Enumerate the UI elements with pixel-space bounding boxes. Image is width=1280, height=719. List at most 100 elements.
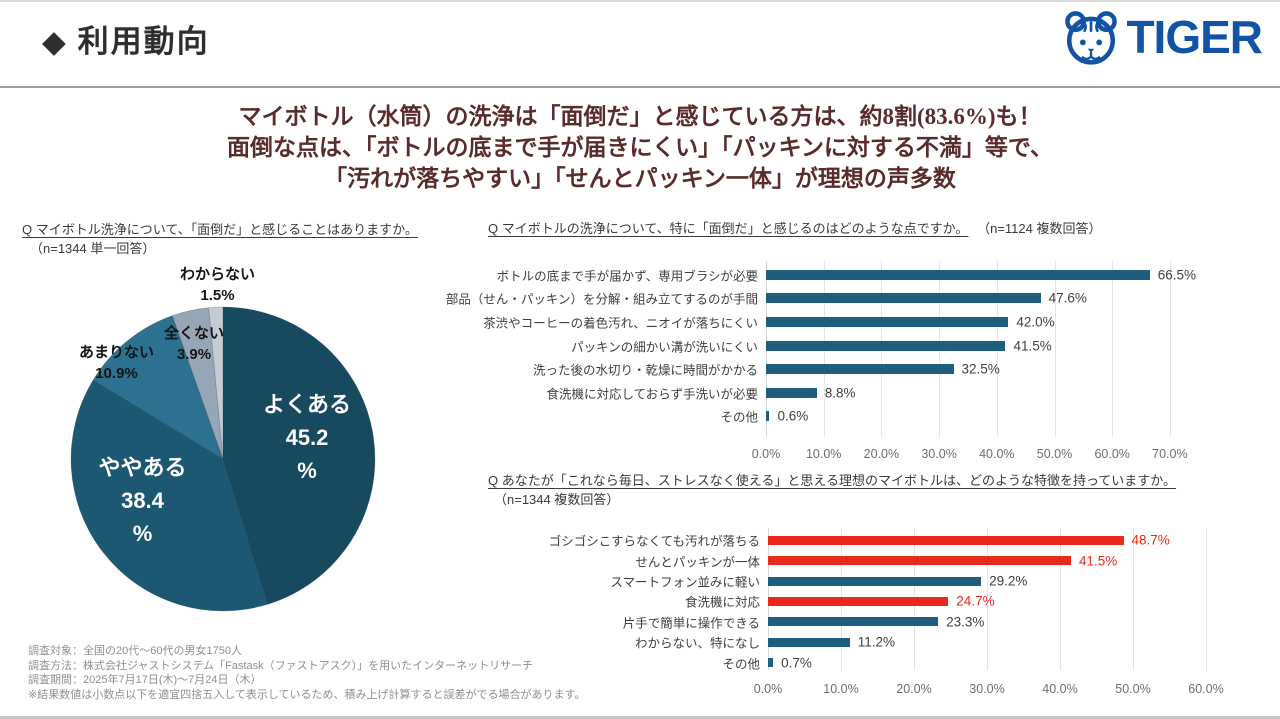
footnote-line: ※結果数値は小数点以下を適宜四捨五入して表示しているため、積み上げ計算すると誤差… [28,688,586,701]
tiger-logo: TIGER [1062,8,1263,66]
bar [768,556,1071,566]
bar-label: 洗った後の水切り・乾燥に時間がかかる [532,363,758,378]
gridline [1206,528,1207,670]
axis-tick-label: 0.0% [751,447,781,461]
axis-tick-label: 60.0% [1094,447,1130,461]
bar-label: その他 [722,657,760,672]
pie-question-text: Q マイボトル洗浄について、「面倒だ」と感じることはありますか。 [22,222,418,237]
bar-label: 食洗機に対応しておらず手洗いが必要 [546,387,758,402]
bar [768,535,1124,545]
bar [768,658,774,668]
tiger-logo-text: TIGER [1126,11,1263,63]
pie-label-value: 38.4 % [121,488,164,546]
pie-label-value: 3.9% [176,346,212,363]
pie-label-text: 全くない [163,325,224,342]
gridline [1169,261,1171,437]
bar-value: 23.3% [946,614,985,630]
header-divider [0,86,1280,88]
axis-tick-label: 0.0% [753,682,783,696]
pie-slice [222,306,376,605]
footnote-line: 調査方法：株式会社ジャストシステム「Fastask（ファストアスク）」を用いたイ… [28,659,534,672]
bar-label: スマートフォン並みに軽い [610,575,760,590]
bar-value: 66.5% [1157,267,1196,283]
bar-value: 41.5% [1013,338,1052,354]
pie-sample-text: （n=1344 単一回答） [30,241,156,256]
axis-tick-label: 40.0% [979,447,1015,461]
pie-label-value: 45.2 % [285,425,329,483]
bar-chart-2-title: Q あなたが「これなら毎日、ストレスなく使える」と思える理想のマイボトルは、どの… [488,470,1176,489]
bar [766,269,1150,280]
footnote-line: 調査期間：2025年7月17日(木)～7月24日（木） [28,674,262,686]
bar-label: 食洗機に対応 [684,595,760,610]
page-title: ◆ 利用動向 [42,24,210,59]
bar-value: 0.7% [781,655,812,671]
bar-chart-1-title: Q マイボトルの洗浄について、特に「面倒だ」と感じるのはどのような点ですか。 （… [488,218,1101,237]
bar-value: 42.0% [1016,314,1055,330]
bar [766,317,1009,327]
bar-chart-2-question: Q あなたが「これなら毎日、ストレスなく使える」と思える理想のマイボトルは、どの… [488,473,1177,488]
gridline [987,528,988,670]
axis-tick-label: 70.0% [1152,447,1188,461]
bar [768,596,949,606]
bar-value: 32.5% [961,361,1000,377]
pie-label-amarinai: あまりない 10.9% [44,342,189,384]
axis-tick-label: 10.0% [823,682,859,696]
axis-tick-label: 60.0% [1188,682,1224,696]
pie-label-yokuaru: よくある 45.2 % [237,388,377,487]
gridline [1133,528,1134,670]
bar-label: ボトルの底まで手が届かず、専用ブラシが必要 [496,269,758,284]
gridline [1112,261,1114,437]
bar-label: せんとパッキンが一体 [635,555,760,570]
bar-chart-2-sample: （n=1344 複数回答） [494,492,620,507]
bar-value: 41.5% [1078,553,1118,569]
top-border [0,0,1280,2]
bar-label: わからない、特になし [634,636,760,651]
footnotes: 調査対象：全国の20代～60代の男女1750人 調査方法：株式会社ジャストシステ… [28,644,585,702]
bar-label: パッキンの細かい溝が洗いにくい [571,340,758,355]
pie-label-value: 10.9% [95,365,138,382]
bar-label: 部品（せん・パッキン）を分解・組み立てするのが手間 [445,292,758,307]
pie-label-text: ややある [98,455,187,480]
bar-chart-pain-points: 0.0% 10.0% 20.0% 30.0% 40.0% 50.0% 60.0% 70.0% ボ… [446,255,1270,470]
axis-tick-label: 10.0% [805,447,842,461]
pie-label-yayaaru: ややある 38.4 % [70,451,215,550]
pie-slice [208,306,224,460]
gridline [1054,261,1056,437]
bar-value: 47.6% [1048,290,1087,306]
headline: マイボトル（水筒）の洗浄は「面倒だ」と感じている方は、約8割(83.6%)も！ … [0,101,1280,194]
bar [768,617,939,627]
bar-label: その他 [720,410,758,425]
pie-slice [171,307,224,460]
bottom-border [0,716,1280,719]
bar [766,387,817,398]
pie-label-wakaranai: わからない 1.5% [145,264,290,306]
bar-chart-2-sample-line: （n=1344 複数回答） [494,489,619,508]
bar-label: 茶渋やコーヒーの着色汚れ、ニオイが落ちにくい [483,316,758,331]
bar [766,364,954,375]
gridline [1060,528,1061,670]
pie-label-text: あまりない [78,344,154,361]
bar [766,411,770,422]
bar [766,293,1041,304]
axis-tick-label: 20.0% [896,682,932,696]
pie-label-mattakunai: 全くない 3.9% [124,323,264,365]
axis-tick-label: 50.0% [1036,447,1073,461]
headline-line-3: 「汚れが落ちやすい」「せんとパッキン一体」が理想の声多数 [324,166,956,191]
bar-value: 29.2% [989,573,1028,589]
pie-question: Q マイボトル洗浄について、「面倒だ」と感じることはありますか。 [22,219,418,238]
pie-label-value: 1.5% [200,287,235,304]
bar [768,637,850,647]
axis-tick-label: 40.0% [1042,682,1078,696]
pie-svg [70,306,376,612]
bar-value: 0.6% [777,408,809,424]
headline-line-2: 面倒な点は、「ボトルの底まで手が届きにくい」「パッキンに対する不満」等で、 [227,135,1053,160]
tiger-face-icon [1065,11,1118,65]
headline-line-1: マイボトル（水筒）の洗浄は「面倒だ」と感じている方は、約8割(83.6%)も！ [238,104,1042,129]
pie-slice [70,379,269,612]
bar [766,340,1006,351]
axis-tick-label: 50.0% [1115,682,1151,696]
axis-tick-label: 30.0% [969,682,1005,696]
pie-label-text: わからない [179,266,255,283]
pie-label-text: よくある [262,392,351,417]
